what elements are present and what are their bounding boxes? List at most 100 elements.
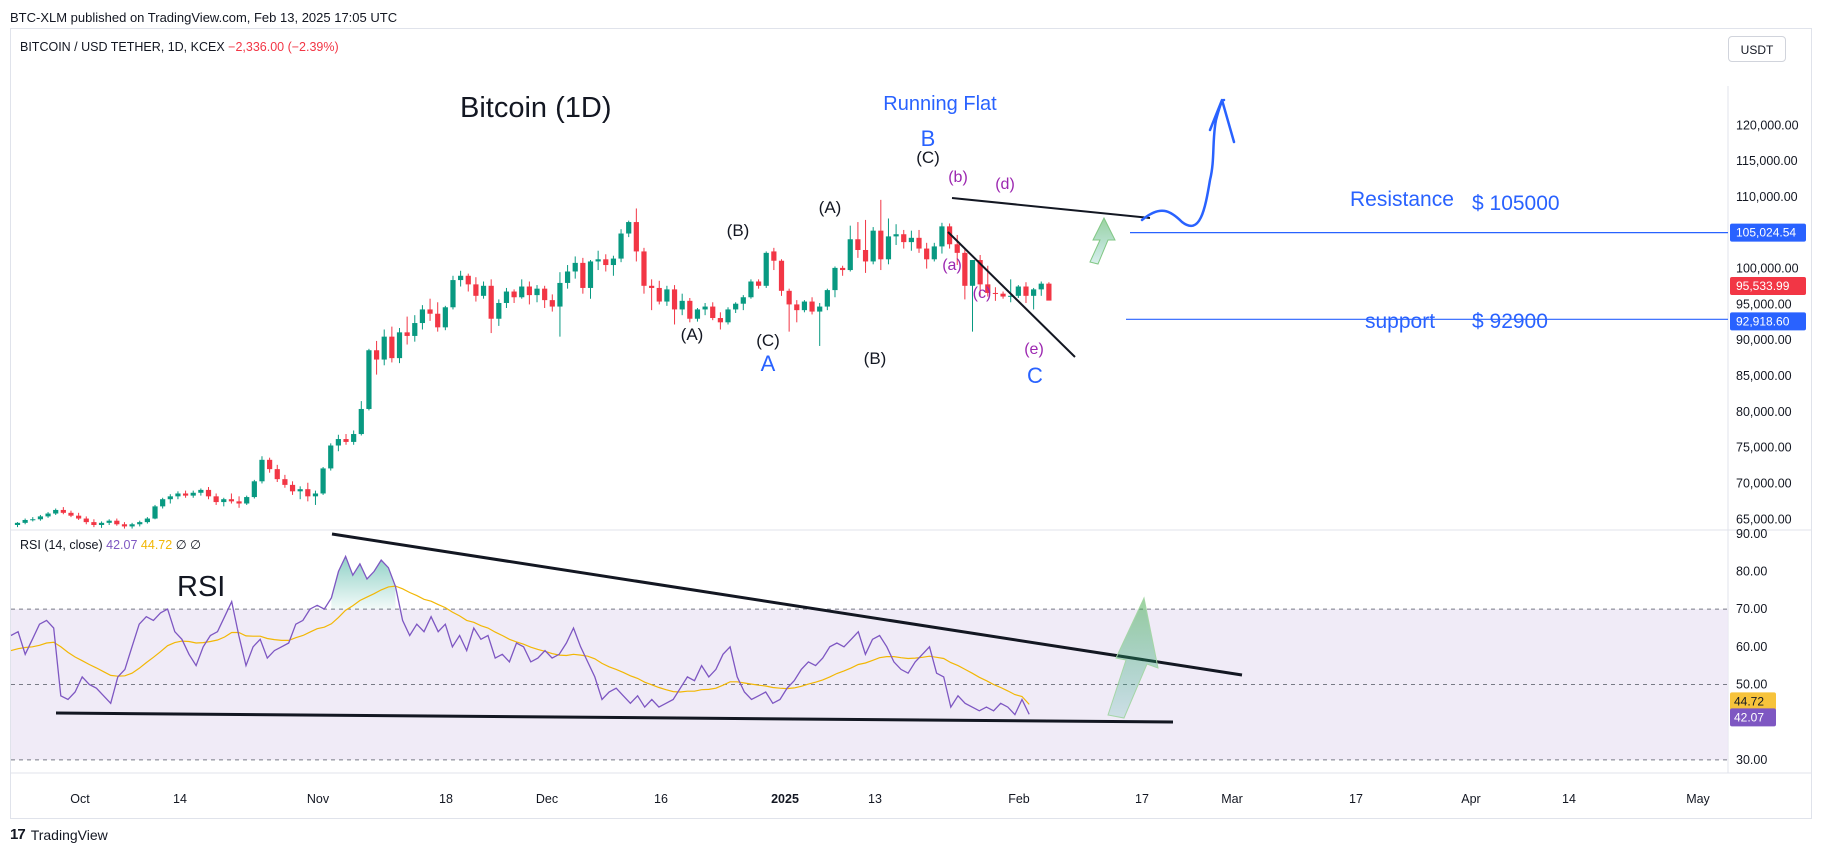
candle	[549, 294, 555, 312]
support-label: support	[1365, 310, 1435, 333]
rsi-support-trendline[interactable]	[55, 711, 1174, 724]
rsi-legend-extra-1: ∅	[175, 538, 187, 552]
candle	[68, 510, 74, 518]
candle	[114, 518, 120, 526]
breakout-arrow-rsi[interactable]	[1107, 596, 1159, 719]
symbol-info[interactable]: BITCOIN / USD TETHER, 1D, KCEX −2,336.00…	[20, 40, 339, 54]
candle	[267, 457, 273, 473]
candle	[794, 300, 800, 323]
candle	[649, 279, 655, 311]
rsi-overbought-fill	[331, 556, 396, 610]
candle	[473, 277, 479, 302]
rsi-tick-label: 50.00	[1736, 677, 1767, 691]
candle	[809, 297, 815, 315]
price-tick-label: 100,000.00	[1736, 262, 1799, 276]
time-axis[interactable]: Oct 14 Nov 18 Dec 16 2025 13 Feb 17 Mar 17 Apr 14 May	[70, 792, 1710, 806]
candle	[671, 285, 678, 325]
candle	[1031, 287, 1037, 310]
candle	[1046, 282, 1052, 301]
candle	[901, 229, 907, 249]
resistance-value: $ 105000	[1472, 192, 1560, 215]
candle	[37, 514, 44, 521]
candle	[534, 285, 540, 303]
rsi-legend[interactable]: RSI (14, close) 42.07 44.72 ∅ ∅	[20, 537, 201, 552]
candle	[205, 487, 212, 500]
rsi-resistance-trendline[interactable]	[331, 532, 1243, 677]
candle	[557, 272, 563, 337]
candle	[98, 521, 105, 528]
candle	[458, 270, 464, 287]
wave-sub-label: (C)	[916, 148, 940, 167]
candle	[91, 519, 97, 528]
brand[interactable]: 17 TradingView	[10, 826, 108, 843]
rsi-band-group	[11, 608, 1728, 761]
candle	[847, 225, 853, 272]
candle	[419, 305, 426, 330]
rsi-ma-line	[10, 585, 1030, 705]
candle	[289, 481, 296, 495]
triangle-upper-line[interactable]	[951, 197, 1151, 219]
candle	[725, 307, 731, 325]
candle	[1038, 281, 1044, 296]
candle	[817, 302, 823, 346]
candle	[76, 512, 82, 520]
annotations: Bitcoin (1D) RSI Running Flat B A C (A) (B) (C) (…	[177, 92, 1560, 603]
candle	[733, 302, 739, 314]
candle	[343, 434, 349, 445]
time-tick-label: 14	[1562, 792, 1576, 806]
brand-name: TradingView	[30, 826, 108, 843]
time-tick-label: 13	[868, 792, 882, 806]
time-tick-label: 14	[173, 792, 187, 806]
breakout-arrow-price[interactable]	[1089, 216, 1116, 265]
candle	[282, 474, 288, 488]
candle	[137, 520, 143, 527]
candle	[763, 251, 769, 288]
price-tick-label: 110,000.00	[1736, 190, 1798, 204]
candle	[885, 218, 892, 265]
candle	[175, 491, 181, 500]
candle	[121, 522, 128, 529]
candle	[274, 464, 280, 483]
wave-b-label: B	[921, 126, 936, 151]
support-price-badge: 92,918.60	[1730, 312, 1806, 331]
price-tick-label: 80,000.00	[1736, 405, 1792, 419]
wave-c-label: C	[1027, 363, 1043, 388]
candle	[412, 315, 418, 342]
candle	[396, 328, 403, 364]
candle	[144, 517, 150, 524]
candle	[1000, 291, 1006, 299]
time-tick-label: Dec	[536, 792, 558, 806]
time-tick-label: Feb	[1008, 792, 1030, 806]
candle	[503, 287, 510, 308]
rsi-legend-ma-value: 44.72	[140, 538, 173, 552]
candle	[320, 466, 326, 495]
wave-sub-label: (B)	[864, 349, 887, 368]
svg-text:92,918.60: 92,918.60	[1736, 314, 1790, 328]
candle	[351, 430, 357, 445]
projection-arrow[interactable]	[1140, 98, 1236, 228]
candle	[427, 298, 433, 321]
time-tick-label: 17	[1135, 792, 1149, 806]
support-value: $ 92900	[1472, 310, 1548, 333]
tradingview-logo-icon: 17	[10, 826, 26, 843]
price-change: −2,336.00 (−2.39%)	[228, 40, 339, 54]
candle	[160, 497, 166, 509]
candle	[1023, 282, 1029, 303]
candle	[366, 348, 372, 411]
wave-sub-label: (C)	[756, 331, 780, 350]
price-tick-label: 75,000.00	[1736, 441, 1792, 455]
candle	[198, 488, 204, 496]
running-flat-label: Running Flat	[883, 93, 997, 115]
symbol-name: BITCOIN / USD TETHER, 1D, KCEX	[20, 40, 225, 54]
candle	[526, 281, 532, 305]
time-tick-label: 16	[654, 792, 668, 806]
currency-button[interactable]: USDT	[1728, 36, 1786, 62]
wave-sub-label: (B)	[727, 221, 750, 240]
candle	[519, 279, 525, 299]
candle	[694, 308, 701, 322]
candle	[893, 224, 899, 245]
candle	[129, 522, 135, 529]
triangle-lower-line[interactable]	[947, 231, 1076, 358]
